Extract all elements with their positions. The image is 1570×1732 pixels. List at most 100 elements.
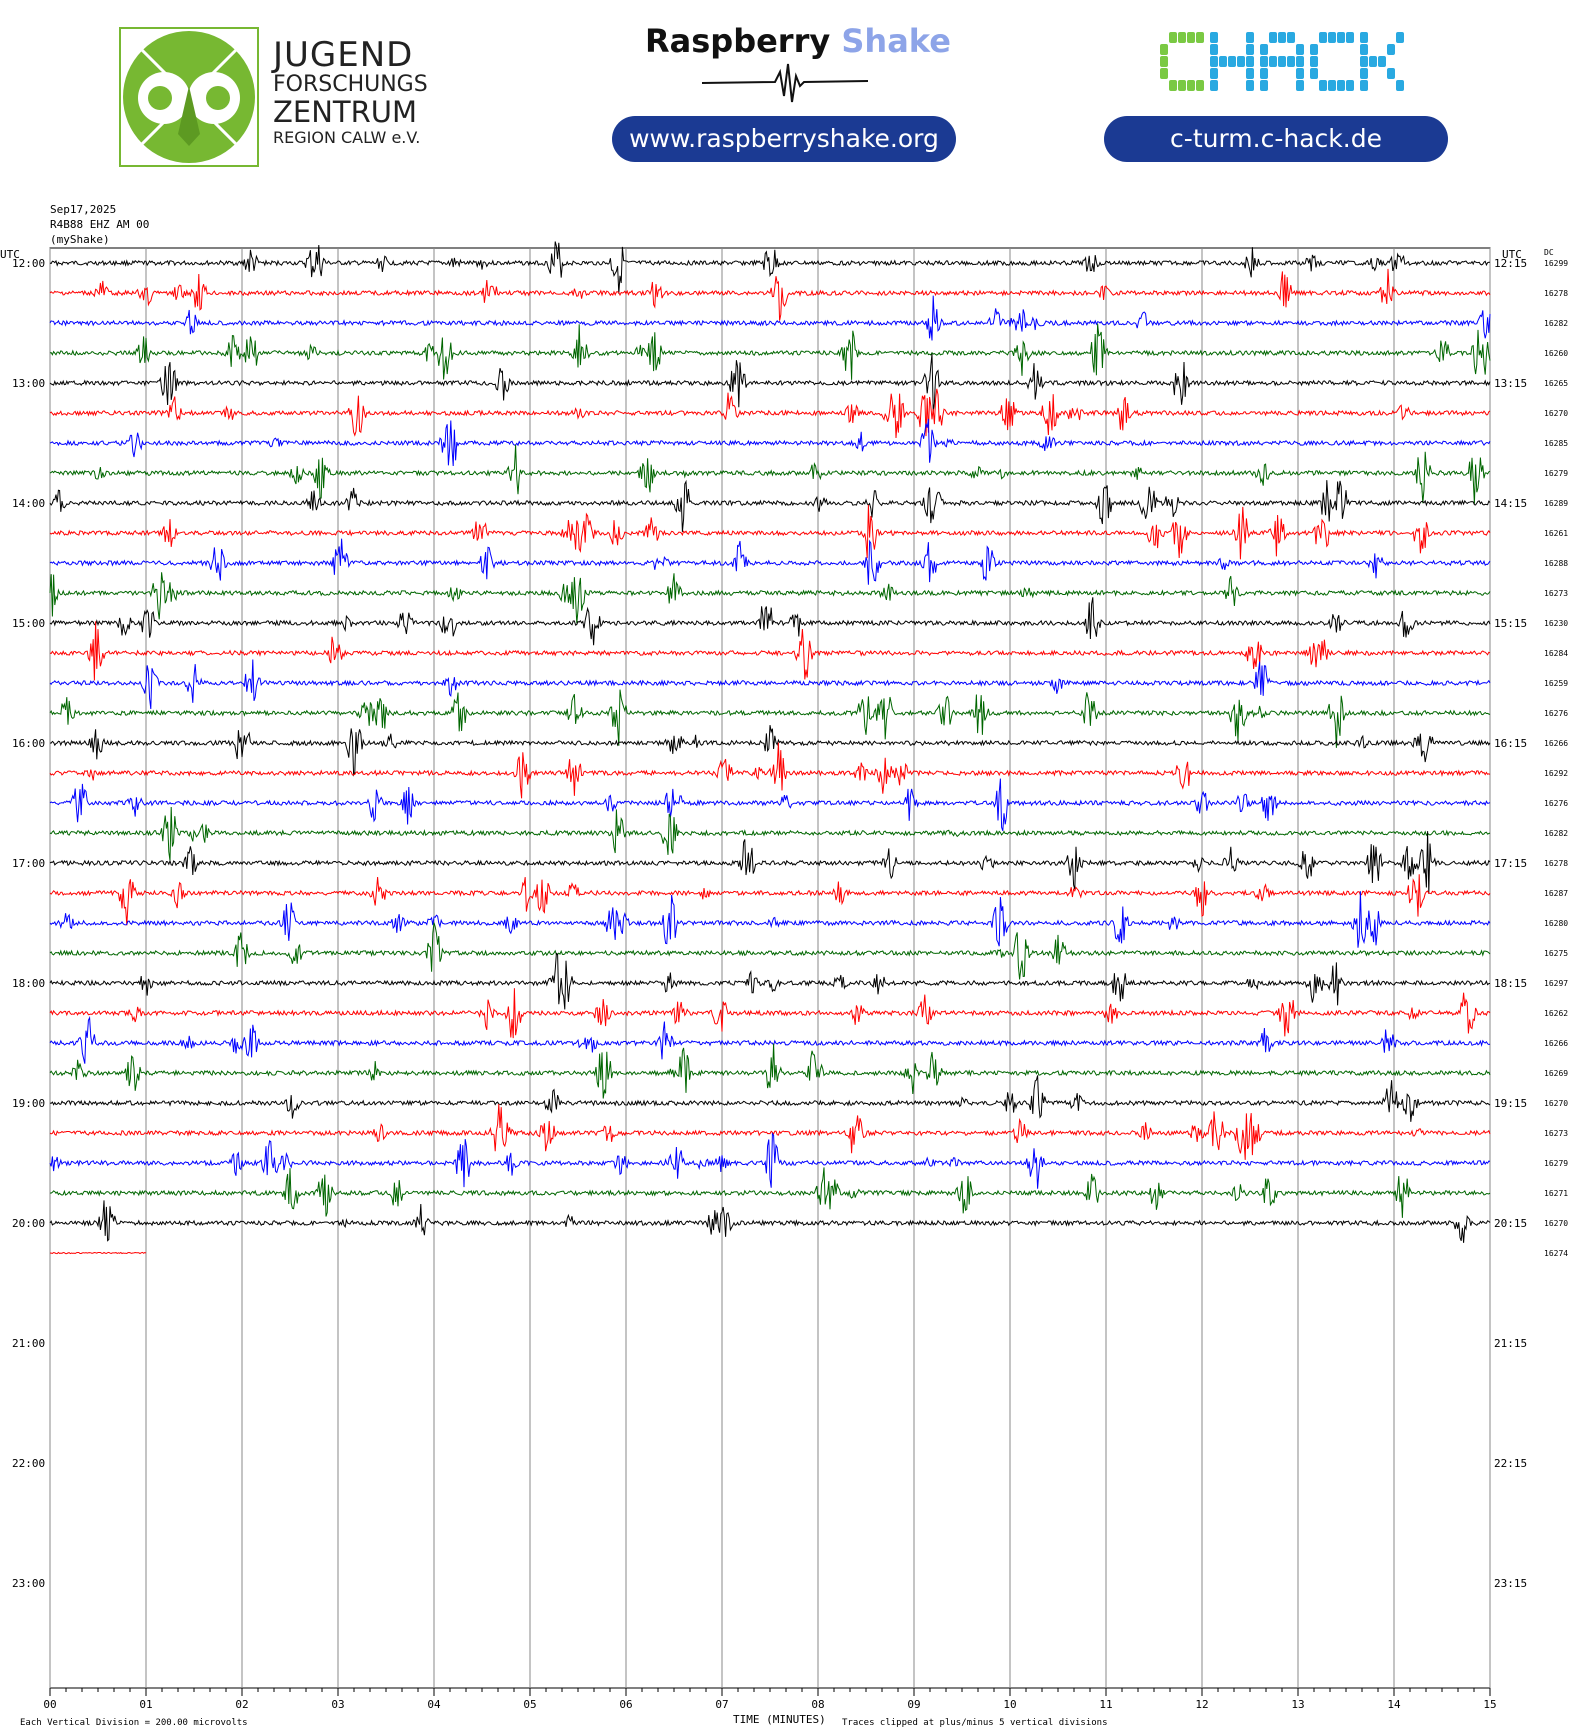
owl-logo-icon <box>119 27 259 167</box>
seismic-trace-row <box>49 725 1491 777</box>
hour-label-right: 20:15 <box>1494 1217 1527 1230</box>
hour-label-right: 17:15 <box>1494 857 1527 870</box>
hour-label-right: 22:15 <box>1494 1457 1527 1470</box>
dc-offset-label: 16266 <box>1544 1039 1568 1048</box>
hour-label-left: 16:00 <box>12 737 45 750</box>
hour-label-right: 16:15 <box>1494 737 1527 750</box>
chack-letter-h <box>1210 32 1254 91</box>
chack-letter-c <box>1310 32 1354 91</box>
seismo-wave-icon <box>701 63 869 103</box>
hour-label-left: 21:00 <box>12 1337 45 1350</box>
dc-offset-label: 16282 <box>1544 829 1568 838</box>
dc-offset-label: 16289 <box>1544 499 1568 508</box>
seismic-trace-row <box>49 479 1491 532</box>
plot-station: R4B88 EHZ AM 00 <box>50 218 149 231</box>
dc-offset-label: 16285 <box>1544 439 1568 448</box>
dc-offset-label: 16275 <box>1544 949 1568 958</box>
hour-label-left: 15:00 <box>12 617 45 630</box>
chack-url-pill[interactable]: c-turm.c-hack.de <box>1104 116 1448 162</box>
seismic-trace-row <box>49 323 1491 380</box>
dc-offset-label: 16265 <box>1544 379 1568 388</box>
hour-label-right: 18:15 <box>1494 977 1527 990</box>
seismic-trace-row <box>49 874 1491 926</box>
seismic-trace-row <box>49 268 1491 321</box>
x-tick-label: 14 <box>1387 1698 1401 1711</box>
dc-offset-label: 16287 <box>1544 889 1568 898</box>
seismic-trace-row <box>49 689 1491 748</box>
hour-label-right: 19:15 <box>1494 1097 1527 1110</box>
dc-offset-label: 16273 <box>1544 589 1568 598</box>
x-tick-label: 15 <box>1483 1698 1496 1711</box>
seismic-trace-row <box>49 241 1491 294</box>
seismic-trace-row <box>49 538 1491 585</box>
seismic-trace-row <box>49 388 1491 439</box>
x-tick-label: 00 <box>43 1698 56 1711</box>
seismic-trace-row <box>49 1251 147 1255</box>
x-tick-label: 10 <box>1003 1698 1016 1711</box>
dc-offset-label: 16230 <box>1544 619 1568 628</box>
dc-header-label: DC <box>1544 248 1554 257</box>
dc-offset-label: 16261 <box>1544 529 1568 538</box>
hour-label-left: 23:00 <box>12 1577 45 1590</box>
seismic-trace-row <box>49 1200 1491 1243</box>
dc-offset-label: 16276 <box>1544 709 1568 718</box>
footer-scale-note: Each Vertical Division = 200.00 microvol… <box>20 1718 248 1728</box>
seismic-trace-row <box>49 831 1491 894</box>
dc-offset-label: 16292 <box>1544 769 1568 778</box>
chack-letter-c <box>1160 32 1204 91</box>
seismic-trace-row <box>49 806 1491 861</box>
seismic-trace-row <box>49 891 1491 948</box>
x-tick-label: 08 <box>811 1698 824 1711</box>
seismic-trace-row <box>49 418 1491 467</box>
x-axis-title: TIME (MINUTES) <box>733 1713 826 1726</box>
dc-offset-label: 16273 <box>1544 1129 1568 1138</box>
dc-offset-label: 16271 <box>1544 1189 1568 1198</box>
dc-offset-label: 16259 <box>1544 679 1568 688</box>
seismic-trace-row <box>49 952 1491 1010</box>
axis-labels: 00 01 02 03 04 05 06 07 08 09 10 11 12 13 14 15 12:00 13:… <box>12 257 1568 1711</box>
footer-clip-note: Traces clipped at plus/minus 5 vertical … <box>842 1718 1108 1728</box>
hour-label-right: 13:15 <box>1494 377 1527 390</box>
hour-label-left: 18:00 <box>12 977 45 990</box>
dc-offset-label: 16270 <box>1544 1099 1568 1108</box>
dc-offset-label: 16270 <box>1544 1219 1568 1228</box>
dc-offset-label: 16278 <box>1544 859 1568 868</box>
x-tick-label: 03 <box>331 1698 344 1711</box>
dc-offset-label: 16297 <box>1544 979 1568 988</box>
jfz-line3: ZENTRUM <box>273 95 417 129</box>
x-tick-label: 01 <box>139 1698 152 1711</box>
x-tick-label: 07 <box>715 1698 728 1711</box>
dc-offset-label: 16280 <box>1544 919 1568 928</box>
seismic-trace-row <box>49 1167 1491 1218</box>
hour-label-right: 12:15 <box>1494 257 1527 270</box>
seismic-trace-row <box>49 1043 1491 1099</box>
hour-label-left: 20:00 <box>12 1217 45 1230</box>
dc-offset-label: 16270 <box>1544 409 1568 418</box>
seismic-trace-row <box>49 295 1491 341</box>
plot-frame <box>49 247 1491 1689</box>
grid-lines <box>49 248 1491 1696</box>
jfz-line2: FORSCHUNGS <box>273 72 428 97</box>
hour-label-right: 15:15 <box>1494 617 1527 630</box>
utc-right-label: UTC <box>1502 248 1522 261</box>
x-tick-label: 02 <box>235 1698 248 1711</box>
dc-offset-label: 16269 <box>1544 1069 1568 1078</box>
raspberryshake-url-pill[interactable]: www.raspberryshake.org <box>612 116 956 162</box>
seismic-trace-row <box>49 922 1491 980</box>
seismic-trace-row <box>49 1132 1491 1189</box>
seismic-trace-row <box>49 1075 1491 1122</box>
x-tick-label: 11 <box>1099 1698 1112 1711</box>
jfz-wordmark: JUGEND FORSCHUNGS ZENTRUM REGION CALW e.… <box>273 38 428 146</box>
plot-date: Sep17,2025 <box>50 203 116 216</box>
seismic-trace-row <box>49 504 1491 560</box>
dc-offset-label: 16279 <box>1544 1159 1568 1168</box>
x-tick-label: 04 <box>427 1698 441 1711</box>
x-tick-label: 06 <box>619 1698 632 1711</box>
x-tick-label: 13 <box>1291 1698 1304 1711</box>
plot-source: (myShake) <box>50 233 110 246</box>
seismic-trace-row <box>49 659 1491 710</box>
jfz-line4: REGION CALW e.V. <box>273 128 421 147</box>
chack-letter-k <box>1360 32 1404 91</box>
traces <box>49 241 1491 1255</box>
